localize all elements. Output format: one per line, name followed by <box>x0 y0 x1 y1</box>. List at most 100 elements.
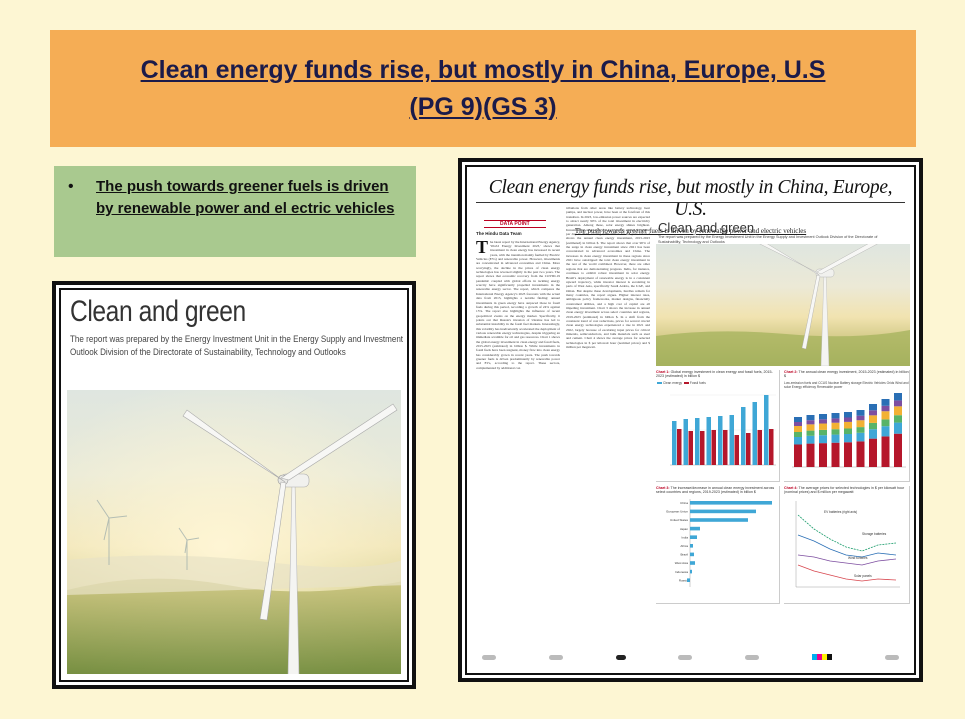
chart-4-caption: Chart 4: The average prices for selected… <box>784 486 905 495</box>
chart-3-panel: Chart 3: The increase/decrease in annual… <box>656 486 780 604</box>
chart-1-fossil-bar <box>757 429 762 465</box>
chart-2-stack-segment <box>894 414 902 423</box>
chart-2-stack-segment <box>844 441 852 467</box>
chart-2-stack-segment <box>894 433 902 467</box>
left-image-subheading: The report was prepared by the Energy In… <box>70 334 404 358</box>
chart-2-caption: Chart 2: The annual clean energy investm… <box>784 370 909 379</box>
chart-3-bar <box>690 526 700 530</box>
chart-2-stack-segment <box>881 405 890 411</box>
chart-2-stack-segment <box>819 434 827 443</box>
article-column-2: tributions from other areas like battery… <box>566 206 650 590</box>
article-byline: The Hindu Data Team <box>476 231 522 237</box>
chart-2-stack-segment <box>856 409 865 416</box>
chart-3-bar <box>690 552 694 556</box>
chart-2-stack-segment <box>819 429 827 435</box>
chart-1-fossil-bar <box>746 432 751 465</box>
chart-1-clean-bar <box>695 417 700 465</box>
chart-2-stack-segment <box>794 431 802 437</box>
wind-turbines-line <box>797 554 897 565</box>
storage-batteries-line <box>797 534 897 557</box>
newspaper-headline: Clean energy funds rise, but mostly in C… <box>488 177 893 220</box>
chart-1-fossil-bar <box>700 430 705 465</box>
print-registration-strip <box>476 652 905 662</box>
chart-3-bar <box>690 534 697 539</box>
left-image-heading: Clean and green <box>70 295 246 328</box>
chart-3-bar <box>690 517 748 522</box>
chart-3-bar <box>690 569 692 573</box>
article-text-col2: tributions from other areas like battery… <box>566 206 650 349</box>
chart-4-label-ev: EV batteries (right axis) <box>824 510 857 514</box>
chart-2-stack-segment <box>894 399 902 406</box>
chart-1-legend: Clean energy Fossil fuels <box>656 381 779 385</box>
slide-title-line1: Clean energy funds rise, but mostly in C… <box>140 56 826 85</box>
chart-2-stack-segment <box>856 440 865 467</box>
chart-3-region-label: India <box>681 535 688 539</box>
chart-2-stack-segment <box>844 421 852 429</box>
chart-1-fossil-bar <box>769 428 774 465</box>
chart-2-stack-segment <box>844 428 852 434</box>
chart-2-stack-segment <box>881 410 890 419</box>
bullet-dot-icon: • <box>68 178 74 195</box>
chart-2-stack-segment <box>806 419 815 424</box>
chart-1-clean-bar <box>706 416 711 465</box>
registration-mark-icon <box>548 654 563 660</box>
chart-1-clean-bar <box>729 414 734 465</box>
chart-1-fossil-bar <box>723 429 728 465</box>
chart-2-stack-segment <box>794 416 802 422</box>
chart-2-stack-segment <box>844 433 852 442</box>
chart-2-stack-segment <box>806 443 815 467</box>
chart-1-clean-bar <box>672 420 677 465</box>
chart-1-clean-bar <box>752 401 757 465</box>
chart-2-stack-segment <box>869 414 877 423</box>
chart-4-graphic: EV batteries (right axis) Storage batter… <box>795 500 900 587</box>
chart-3-region-label: Russia <box>679 578 689 582</box>
chart-2-stack-segment <box>831 422 840 429</box>
infographic-panel: Clean and green The report was prepared … <box>656 220 910 604</box>
chart-2-stack-segment <box>806 435 815 444</box>
chart-3-region-label: Brazil <box>680 552 688 556</box>
chart-2-stack-segment <box>894 422 902 434</box>
ev-batteries-line <box>797 514 897 552</box>
chart-2-stack-segment <box>869 428 877 439</box>
chart-2-graphic <box>792 392 906 467</box>
chart-2-stack-segment <box>831 412 840 418</box>
chart-2-stack-segment <box>856 415 865 420</box>
registration-mark-icon <box>678 654 693 660</box>
chart-2-stack-segment <box>819 413 827 419</box>
chart-1-clean-bar <box>683 418 688 465</box>
chart-2-legend: Low-emission fuels and CCUS Nuclear Batt… <box>784 380 909 389</box>
chart-2-stack-segment <box>831 442 840 467</box>
chart-1-panel: Chart 1: Global energy investment in cle… <box>656 370 780 482</box>
chart-2-stack-segment <box>881 418 890 426</box>
chart-2-stack-segment <box>844 417 852 422</box>
chart-2-stack-segment <box>881 398 890 406</box>
cmyk-color-bar-icon <box>812 654 833 660</box>
chart-3-region-label: Indonesia <box>675 569 688 573</box>
chart-2-stack-segment <box>844 411 852 418</box>
chart-3-bar <box>687 577 690 582</box>
chart-3-region-label: European Union <box>666 509 688 513</box>
chart-2-stack-segment <box>856 426 865 433</box>
chart-1-fossil-bar <box>734 434 739 465</box>
infographic-photo <box>656 244 910 366</box>
headline-divider <box>476 202 905 203</box>
infographic-turbine-illustration <box>656 244 910 366</box>
chart-2-stack-segment <box>806 414 815 420</box>
chart-2-stack-segment <box>869 422 877 429</box>
chart-3-bar <box>690 543 693 548</box>
chart-2-stack-segment <box>831 434 840 443</box>
chart-2-stack-segment <box>869 409 877 415</box>
chart-3-graphic: China European Union United States Japan Ind… <box>666 498 772 587</box>
chart-2-stack-segment <box>856 432 865 441</box>
chart-3-bar <box>690 509 756 513</box>
slide-title-line2: (PG 9)(GS 3) <box>409 92 557 121</box>
chart-1-fossil-bar <box>688 430 693 465</box>
newspaper-clipping-frame: Clean energy funds rise, but mostly in C… <box>458 158 923 682</box>
chart-1-fossil-bar <box>711 429 716 465</box>
slide-title-box: Clean energy funds rise, but mostly in C… <box>50 30 916 147</box>
chart-2-stack-segment <box>894 405 902 415</box>
wind-turbine-illustration <box>67 390 401 674</box>
registration-mark-icon <box>884 654 899 660</box>
data-point-badge: DATA POINT <box>484 220 546 229</box>
chart-4-panel: Chart 4: The average prices for selected… <box>784 486 910 604</box>
